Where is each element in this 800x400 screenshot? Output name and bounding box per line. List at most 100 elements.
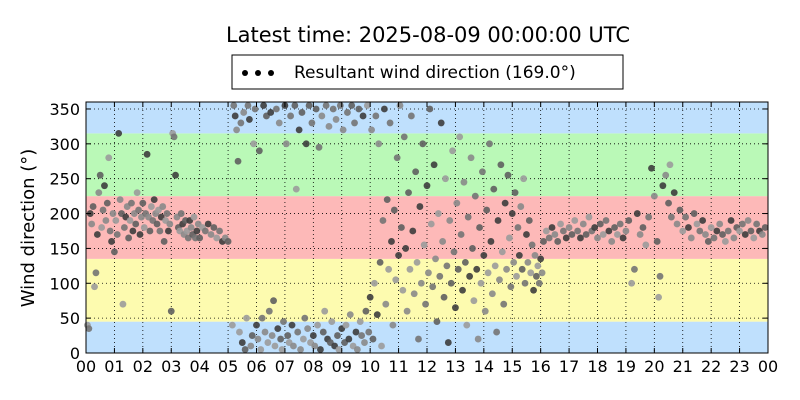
data-point (304, 325, 312, 332)
data-point (611, 224, 618, 231)
legend-marker-2 (255, 70, 261, 76)
data-point (254, 335, 262, 343)
data-point (156, 227, 164, 235)
data-point (447, 279, 455, 287)
data-point (747, 227, 755, 235)
data-point (98, 224, 106, 231)
data-point (528, 241, 536, 249)
data-point (679, 227, 687, 235)
data-point (416, 203, 424, 210)
data-point (268, 332, 276, 339)
data-point (753, 220, 761, 228)
data-point (382, 300, 390, 308)
data-point (459, 286, 466, 294)
data-point (125, 234, 133, 242)
data-point (480, 251, 488, 259)
data-point (153, 220, 161, 228)
data-point (106, 227, 114, 235)
data-point (247, 342, 255, 350)
data-point (432, 255, 439, 263)
data-point (493, 328, 501, 336)
data-point (392, 276, 400, 284)
data-point (484, 269, 492, 277)
data-point (103, 199, 111, 207)
data-point (434, 210, 442, 217)
data-point (139, 199, 147, 207)
data-point (400, 133, 408, 141)
legend: Resultant wind direction (169.0°) (231, 54, 624, 90)
data-point (234, 157, 242, 165)
data-point (449, 147, 456, 155)
y-axis-label: Wind direction (°) (18, 149, 39, 308)
data-point (761, 224, 769, 231)
data-point (548, 224, 556, 231)
data-point (108, 238, 115, 245)
data-point (260, 102, 268, 109)
data-point (196, 234, 204, 242)
data-point (126, 217, 134, 224)
data-point (297, 346, 304, 353)
data-point (533, 272, 540, 280)
data-point (716, 220, 724, 228)
data-point (466, 272, 474, 280)
data-point (507, 283, 515, 291)
data-point (446, 217, 454, 224)
data-point (342, 321, 350, 329)
data-point (359, 112, 367, 120)
data-point (166, 220, 174, 228)
data-point (542, 227, 550, 235)
data-point (302, 140, 310, 148)
data-point (537, 255, 545, 263)
data-point (639, 224, 647, 231)
data-point (253, 321, 260, 329)
data-point (551, 231, 559, 238)
data-point (685, 224, 692, 231)
y-tick-label: 250 (49, 170, 80, 189)
data-point (244, 102, 252, 109)
data-point (386, 119, 394, 127)
data-point (111, 248, 118, 256)
x-tick-label: 23 (729, 357, 749, 376)
data-point (321, 307, 329, 315)
data-point (375, 140, 383, 148)
data-point (406, 265, 414, 273)
data-point (216, 227, 223, 235)
data-point (261, 328, 269, 336)
data-point (371, 279, 378, 287)
data-point (676, 206, 684, 214)
data-point (491, 262, 499, 270)
data-point (481, 307, 489, 315)
data-point (625, 217, 633, 224)
data-point (163, 210, 171, 217)
data-point (518, 265, 526, 273)
data-point (379, 217, 387, 224)
data-point (514, 224, 522, 231)
data-point (345, 335, 353, 343)
data-point (498, 248, 506, 256)
data-point (165, 227, 172, 235)
data-point (727, 217, 735, 224)
data-point (311, 342, 319, 350)
data-point (419, 140, 427, 148)
data-point (405, 189, 412, 197)
data-point (707, 224, 715, 231)
x-tick-label: 00 (758, 357, 778, 376)
data-point (240, 109, 248, 116)
data-point (258, 314, 266, 322)
data-point (433, 318, 441, 326)
data-point (524, 258, 532, 266)
data-point (322, 102, 330, 109)
data-point (275, 119, 283, 127)
data-point (602, 217, 610, 224)
data-point (272, 105, 280, 113)
data-point (309, 332, 317, 339)
x-tick-label: 03 (161, 357, 181, 376)
data-point (167, 307, 175, 315)
data-point (403, 307, 411, 315)
data-point (99, 206, 107, 214)
data-point (736, 227, 743, 235)
data-point (116, 196, 124, 204)
x-tick-label: 14 (474, 357, 494, 376)
data-point (585, 213, 593, 221)
data-point (605, 227, 613, 235)
